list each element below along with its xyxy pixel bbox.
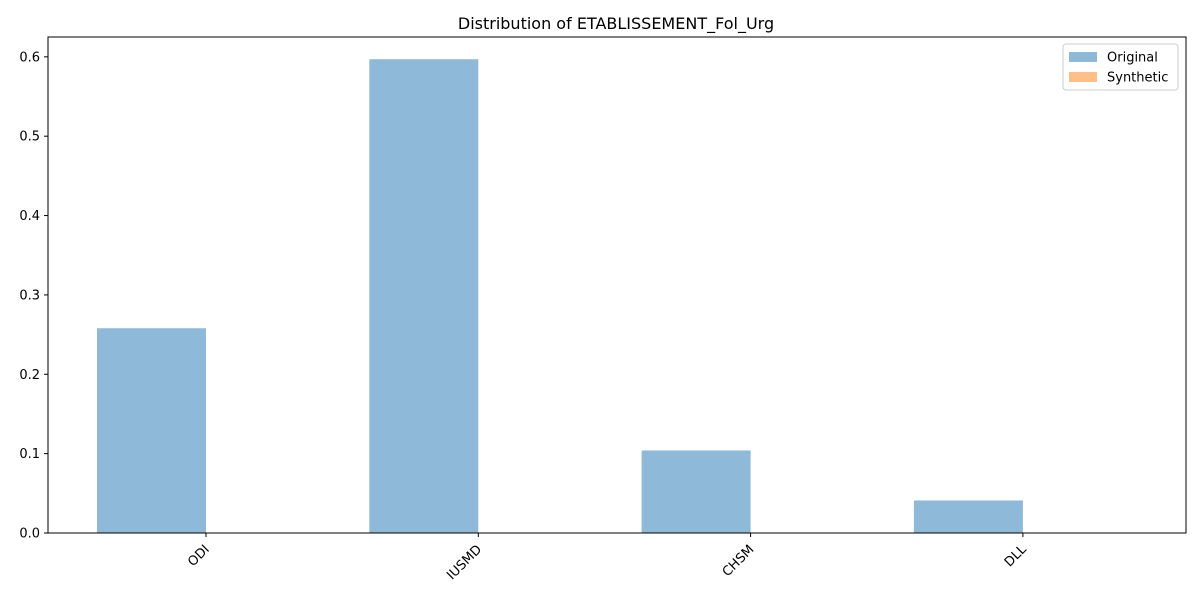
y-tick-label: 0.1 bbox=[19, 447, 40, 462]
y-tick-label: 0.0 bbox=[19, 527, 40, 542]
x-tick-label: CHSM bbox=[720, 542, 758, 580]
x-tick-label: ODI bbox=[185, 542, 213, 570]
x-axis: ODI IUSMD CHSM DLL bbox=[185, 533, 1030, 583]
y-tick-label: 0.6 bbox=[19, 50, 40, 65]
legend-swatch bbox=[1069, 72, 1097, 82]
chart-title: Distribution of ETABLISSEMENT_Fol_Urg bbox=[458, 14, 774, 34]
y-tick-label: 0.5 bbox=[19, 130, 40, 145]
plot-area bbox=[47, 36, 1187, 534]
bar-original-chsm bbox=[641, 450, 751, 533]
legend-swatch bbox=[1069, 52, 1097, 62]
legend-label: Synthetic bbox=[1107, 71, 1168, 86]
axes-frame bbox=[47, 36, 1187, 534]
x-tick-label: DLL bbox=[1002, 542, 1030, 570]
y-tick-label: 0.4 bbox=[19, 209, 40, 224]
bar-original-odi bbox=[97, 328, 206, 533]
bar-original-iusmd bbox=[369, 59, 479, 534]
bar-original-dll bbox=[913, 500, 1023, 533]
x-tick-label: IUSMD bbox=[444, 542, 485, 583]
y-tick-label: 0.3 bbox=[19, 288, 40, 303]
y-tick-label: 0.2 bbox=[19, 368, 40, 383]
y-axis: 0.0 0.1 0.2 0.3 0.4 0.5 0.6 bbox=[19, 50, 48, 542]
legend: Original Synthetic bbox=[1062, 43, 1179, 91]
legend-label: Original bbox=[1107, 51, 1158, 66]
